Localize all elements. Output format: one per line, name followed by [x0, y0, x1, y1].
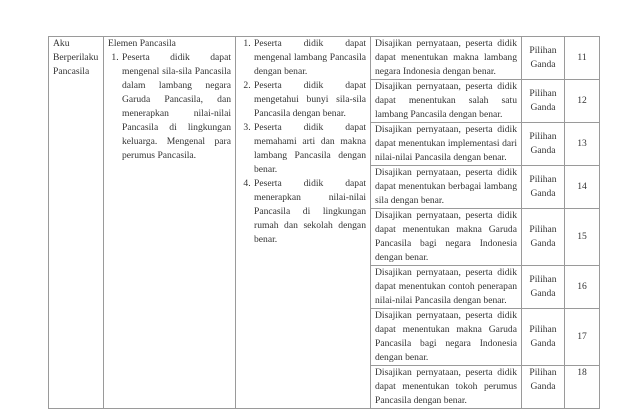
- number-cell: 15: [564, 208, 600, 266]
- table-row: Disajikan pernyataan, peserta didik dapa…: [49, 122, 600, 166]
- form-cell: Pilihan Ganda: [521, 365, 565, 409]
- indicator-cell: Disajikan pernyataan, peserta didik dapa…: [370, 122, 522, 166]
- objective-item: Peserta didik dapat menerapkan nilai-nil…: [253, 177, 366, 247]
- table-row: Disajikan pernyataan, peserta didik dapa…: [49, 308, 600, 366]
- number-cell: 14: [564, 165, 600, 209]
- table-row: Aku Berperilaku Pancasila Elemen Pancasi…: [48, 36, 600, 409]
- indicator-cell: Disajikan pernyataan, peserta didik dapa…: [370, 208, 522, 266]
- table-row: Disajikan pernyataan, peserta didik dapa…: [49, 365, 600, 409]
- question-grid-table: Aku Berperilaku Pancasila Elemen Pancasi…: [48, 36, 600, 409]
- number-cell: 11: [564, 36, 600, 80]
- indicator-cell: Disajikan pernyataan, peserta didik dapa…: [370, 265, 522, 309]
- objective-list: Peserta didik dapat mengenal lambang Pan…: [240, 37, 366, 247]
- objective-item: Peserta didik dapat mengenal lambang Pan…: [253, 37, 366, 79]
- objective-item: Peserta didik dapat mengetahui bunyi sil…: [253, 79, 366, 121]
- number-cell: 18: [564, 365, 600, 409]
- indicator-cell: Disajikan pernyataan, peserta didik dapa…: [370, 308, 522, 366]
- form-cell: Pilihan Ganda: [521, 165, 565, 209]
- objective-cell: Peserta didik dapat mengenal lambang Pan…: [235, 36, 371, 409]
- form-cell: Pilihan Ganda: [521, 208, 565, 266]
- element-heading: Elemen Pancasila: [108, 38, 176, 49]
- element-item: Peserta didik dapat mengenal sila-sila P…: [121, 51, 231, 163]
- indicator-cell: Disajikan pernyataan, peserta didik dapa…: [370, 79, 522, 123]
- form-cell: Pilihan Ganda: [521, 36, 565, 80]
- table-row: Disajikan pernyataan, peserta didik dapa…: [49, 208, 600, 266]
- table-row: Disajikan pernyataan, peserta didik dapa…: [49, 165, 600, 209]
- indicator-cell: Disajikan pernyataan, peserta didik dapa…: [370, 365, 522, 409]
- theme-text: Aku Berperilaku Pancasila: [53, 38, 99, 77]
- element-list: Peserta didik dapat mengenal sila-sila P…: [108, 51, 231, 163]
- number-cell: 17: [564, 308, 600, 366]
- number-cell: 16: [564, 265, 600, 309]
- indicator-cell: Disajikan pernyataan, peserta didik dapa…: [370, 165, 522, 209]
- element-cell: Elemen Pancasila Peserta didik dapat men…: [103, 36, 236, 409]
- theme-cell: Aku Berperilaku Pancasila: [48, 36, 104, 409]
- objective-item: Peserta didik dapat memahami arti dan ma…: [253, 121, 366, 177]
- number-cell: 13: [564, 122, 600, 166]
- table-row: Disajikan pernyataan, peserta didik dapa…: [49, 265, 600, 309]
- form-cell: Pilihan Ganda: [521, 308, 565, 366]
- indicator-cell: Disajikan pernyataan, peserta didik dapa…: [370, 36, 522, 80]
- number-cell: 12: [564, 79, 600, 123]
- form-cell: Pilihan Ganda: [521, 122, 565, 166]
- form-cell: Pilihan Ganda: [521, 79, 565, 123]
- form-cell: Pilihan Ganda: [521, 265, 565, 309]
